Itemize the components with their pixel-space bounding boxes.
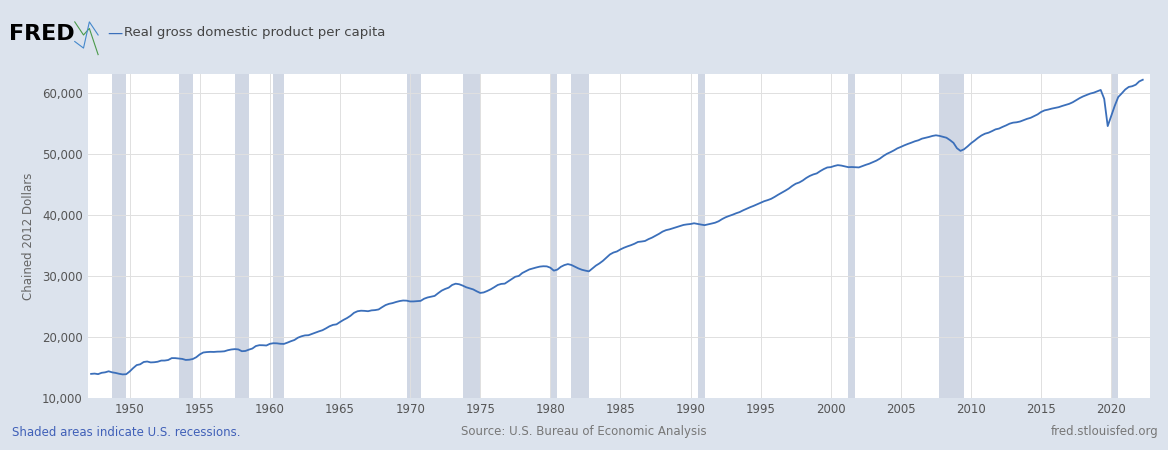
Bar [179,74,193,398]
Text: —: — [107,25,123,40]
Bar [273,74,284,398]
Bar [697,74,704,398]
Bar [571,74,589,398]
Bar [848,74,855,398]
Text: Shaded areas indicate U.S. recessions.: Shaded areas indicate U.S. recessions. [12,426,241,438]
Bar [939,74,964,398]
Text: Real gross domestic product per capita: Real gross domestic product per capita [124,27,385,39]
Text: FRED: FRED [9,24,75,44]
Bar [406,74,420,398]
Bar [112,74,126,398]
Text: Source: U.S. Bureau of Economic Analysis: Source: U.S. Bureau of Economic Analysis [461,426,707,438]
Bar [235,74,249,398]
Bar [550,74,557,398]
Text: fred.stlouisfed.org: fred.stlouisfed.org [1051,426,1159,438]
Y-axis label: Chained 2012 Dollars: Chained 2012 Dollars [22,172,35,300]
Bar [463,74,480,398]
Bar [1111,74,1118,398]
